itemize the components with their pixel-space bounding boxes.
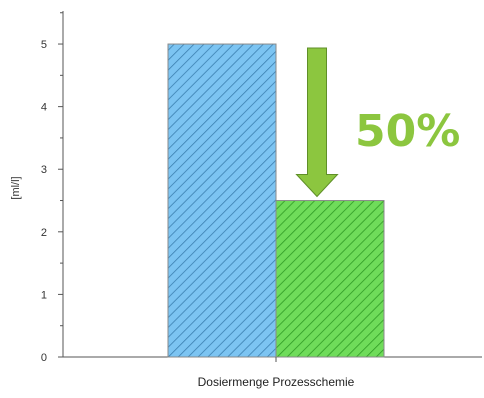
down-arrow-icon [295,47,339,198]
bar-series-1 [167,43,277,358]
y-tick-label: 3 [41,164,47,176]
y-tick-label: 4 [41,102,47,114]
y-tick-label: 0 [41,352,47,364]
bar-series-2 [275,200,385,358]
y-axis-label: [ml/l] [10,176,22,199]
y-tick-label: 1 [41,289,47,301]
x-category-label: Dosiermenge Prozesschemie [198,375,355,389]
percent-annotation: 50% [355,106,460,157]
y-tick-label: 2 [41,227,47,239]
y-tick-label: 5 [41,39,47,51]
